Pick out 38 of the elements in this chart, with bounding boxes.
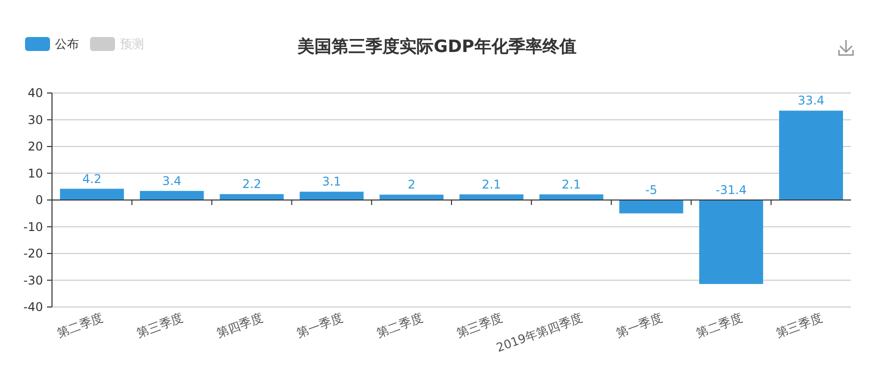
bar <box>60 188 124 200</box>
bar <box>779 110 844 200</box>
bar <box>300 192 364 200</box>
y-tick-label: -30 <box>23 273 43 288</box>
y-tick-label: 10 <box>28 166 43 180</box>
y-tick-label: 40 <box>28 86 43 100</box>
x-tick-label: 第二季度 <box>374 310 425 340</box>
y-tick-label: 20 <box>28 140 43 154</box>
data-label: 33.4 <box>798 94 824 108</box>
chart-title: 美国第三季度实际GDP年化季率终值 <box>296 37 576 57</box>
x-tick-label: 第二季度 <box>694 310 744 340</box>
x-tick-label: 第四季度 <box>214 310 265 340</box>
data-label: -5 <box>645 183 658 197</box>
y-tick-label: -40 <box>23 300 43 314</box>
y-tick-label: 30 <box>28 112 43 127</box>
data-label: 4.2 <box>82 172 102 186</box>
legend-label: 公布 <box>55 37 79 51</box>
bar <box>619 200 684 214</box>
y-tick-label: 0 <box>35 193 43 207</box>
x-tick-label: 第三季度 <box>454 310 504 340</box>
data-label: 3.1 <box>322 174 342 189</box>
data-label: 2.1 <box>482 177 501 192</box>
y-tick-label: -10 <box>23 220 43 234</box>
data-label: 2 <box>408 178 416 192</box>
data-label: -31.4 <box>716 183 747 197</box>
data-label: 3.4 <box>162 174 182 188</box>
bar <box>380 194 444 200</box>
bar <box>220 194 284 200</box>
x-tick-label: 第一季度 <box>294 310 345 340</box>
x-tick-label: 第三季度 <box>774 310 824 340</box>
x-tick-label: 第一季度 <box>614 310 664 340</box>
x-tick-label: 第三季度 <box>134 310 185 340</box>
y-tick-label: -20 <box>23 246 43 260</box>
bar <box>699 200 764 284</box>
bar <box>140 190 204 200</box>
x-tick-label: 第二季度 <box>55 310 105 340</box>
data-label: 2.2 <box>242 177 262 192</box>
data-label: 2.1 <box>562 177 581 192</box>
